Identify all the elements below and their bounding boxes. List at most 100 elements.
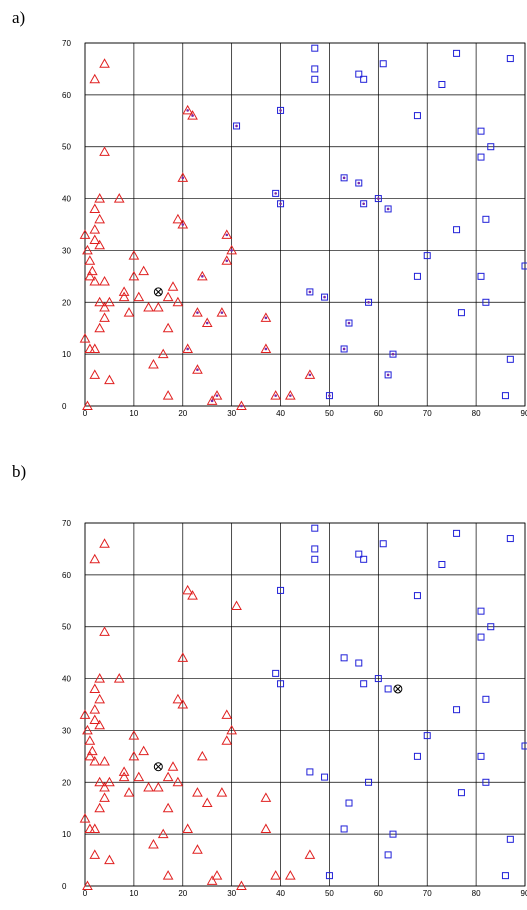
triangle-point: [221, 255, 233, 265]
overlap-dot: [201, 275, 204, 278]
triangle-point: [206, 395, 218, 405]
square-point: [360, 555, 368, 563]
y-tick-label: 40: [62, 195, 71, 204]
square-point: [389, 830, 397, 838]
square-point: [384, 685, 392, 693]
triangle-point: [128, 750, 140, 761]
triangle-point: [182, 343, 194, 353]
square-point: [365, 778, 373, 786]
square-point: [477, 127, 485, 135]
x-tick-label: 30: [227, 409, 236, 416]
triangle-point: [226, 724, 238, 735]
triangle-point: [89, 823, 101, 833]
square-point: [477, 752, 485, 760]
triangle-point: [167, 281, 179, 291]
triangle-point: [113, 193, 125, 203]
triangle-point: [304, 849, 316, 859]
triangle-point: [260, 343, 272, 353]
square-point: [413, 752, 421, 760]
triangle-point: [118, 771, 130, 782]
triangle-point: [79, 709, 91, 719]
triangle-point: [192, 307, 203, 317]
triangle-point: [138, 265, 150, 276]
square-point: [360, 200, 368, 208]
triangle-point: [128, 730, 140, 740]
triangle-point: [284, 870, 296, 880]
triangle-point: [260, 823, 272, 833]
y-tick-label: 20: [62, 778, 71, 787]
square-point: [384, 371, 392, 379]
square-point: [311, 524, 319, 532]
square-point: [482, 298, 490, 306]
triangle-point: [270, 870, 282, 880]
square-point: [384, 205, 392, 213]
square-point: [457, 789, 465, 797]
triangle-point: [89, 224, 101, 234]
triangle-point: [99, 538, 110, 548]
square-point: [340, 654, 348, 662]
square-point: [477, 272, 485, 280]
triangle-point: [94, 322, 106, 333]
triangle-point: [86, 745, 98, 756]
square-point: [277, 200, 285, 208]
square-point: [355, 70, 363, 78]
y-tick-label: 10: [62, 830, 71, 839]
triangle-point: [99, 626, 110, 636]
triangle-point: [152, 781, 164, 792]
triangle-point: [133, 291, 145, 302]
square-point: [438, 560, 446, 568]
square-point: [311, 545, 319, 553]
overlap-dot: [308, 373, 312, 377]
triangle-point: [89, 849, 101, 859]
y-tick-label: 30: [62, 726, 71, 735]
x-tick-label: 20: [178, 889, 187, 896]
overlap-dot: [205, 321, 209, 325]
triangle-point: [89, 343, 101, 353]
square-point: [379, 60, 387, 68]
square-point: [311, 65, 319, 73]
triangle-point: [304, 369, 316, 379]
triangle-point: [89, 234, 101, 245]
triangle-point: [138, 745, 150, 756]
square-point: [423, 252, 431, 260]
x-tick-label: 10: [129, 889, 138, 896]
triangle-point: [284, 390, 296, 400]
overlap-dot: [235, 124, 238, 128]
overlap-dot: [210, 399, 214, 403]
square-point: [311, 44, 319, 52]
triangle-point: [172, 296, 184, 307]
triangle-point: [143, 301, 154, 312]
triangle-point: [89, 73, 101, 84]
triangle-point: [89, 756, 101, 766]
y-tick-label: 60: [62, 91, 71, 100]
x-tick-label: 70: [423, 409, 432, 416]
triangle-point: [236, 880, 247, 890]
triangle-point: [104, 776, 115, 787]
x-tick-label: 80: [472, 889, 481, 896]
x-tick-label: 90: [521, 409, 527, 416]
x-tick-label: 40: [276, 409, 285, 416]
triangle-point: [89, 714, 101, 725]
x-tick-label: 50: [325, 409, 334, 416]
triangle-point: [84, 750, 96, 761]
triangle-point: [123, 787, 135, 797]
overlap-dot: [289, 394, 292, 397]
triangle-point: [221, 735, 233, 745]
overlap-dot: [181, 176, 185, 180]
x-tick-label: 40: [276, 889, 285, 896]
triangle-point: [99, 781, 110, 792]
square-point: [374, 195, 382, 203]
x-tick-label: 0: [83, 409, 88, 416]
square-point: [453, 49, 461, 57]
overlap-dot: [308, 290, 312, 294]
triangle-point: [226, 244, 238, 255]
y-tick-label: 10: [62, 350, 71, 359]
overlap-dot: [225, 259, 229, 263]
overlap-dot: [279, 109, 282, 112]
triangle-point: [201, 317, 213, 328]
y-tick-label: 30: [62, 246, 71, 255]
triangle-point: [94, 193, 106, 203]
triangle-point: [89, 704, 101, 714]
square-point: [374, 675, 382, 683]
square-point: [233, 122, 241, 130]
